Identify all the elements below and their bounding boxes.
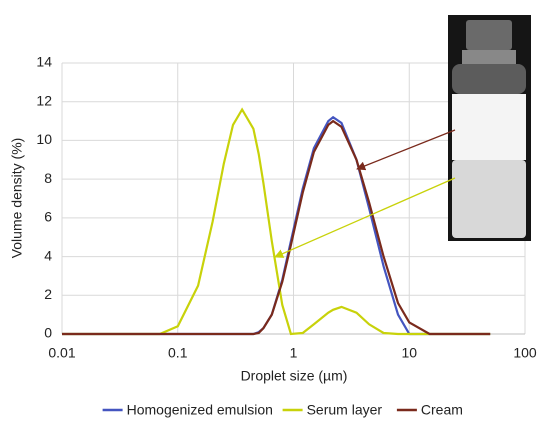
legend-label: Homogenized emulsion	[127, 402, 273, 418]
x-tick-label: 100	[513, 345, 537, 361]
vial-neck	[462, 50, 516, 64]
x-tick-label: 0.01	[48, 345, 75, 361]
x-tick-label: 1	[290, 345, 298, 361]
x-tick-label: 0.1	[168, 345, 188, 361]
legend-label: Cream	[421, 402, 463, 418]
data-line	[62, 119, 491, 336]
y-tick-label: 10	[36, 131, 52, 147]
legend: Homogenized emulsion Serum layer Cream	[102, 402, 463, 418]
y-tick-label: 4	[44, 247, 52, 263]
data-line	[62, 107, 491, 336]
y-tick-label: 6	[44, 209, 52, 225]
vial-glass	[452, 64, 526, 94]
legend-label: Serum layer	[307, 402, 383, 418]
x-axis-label: Droplet size (µm)	[241, 368, 348, 384]
vial-cream	[452, 94, 526, 160]
y-tick-label: 14	[36, 54, 52, 70]
x-tick-label: 10	[401, 345, 417, 361]
serum-arrow	[274, 177, 456, 258]
plot-area: 0 2 4 6 8 10 12 14 0.01 0.1 1 10 100	[36, 54, 536, 361]
y-axis-label: Volume density (%)	[9, 138, 25, 259]
y-tick-label: 0	[44, 325, 52, 341]
vial-cap	[466, 20, 512, 50]
cream-arrow	[356, 129, 456, 171]
inset-photo	[448, 15, 531, 241]
vial-serum	[452, 160, 526, 238]
y-tick-label: 2	[44, 286, 52, 302]
y-tick-label: 12	[36, 92, 52, 108]
y-tick-label: 8	[44, 170, 52, 186]
